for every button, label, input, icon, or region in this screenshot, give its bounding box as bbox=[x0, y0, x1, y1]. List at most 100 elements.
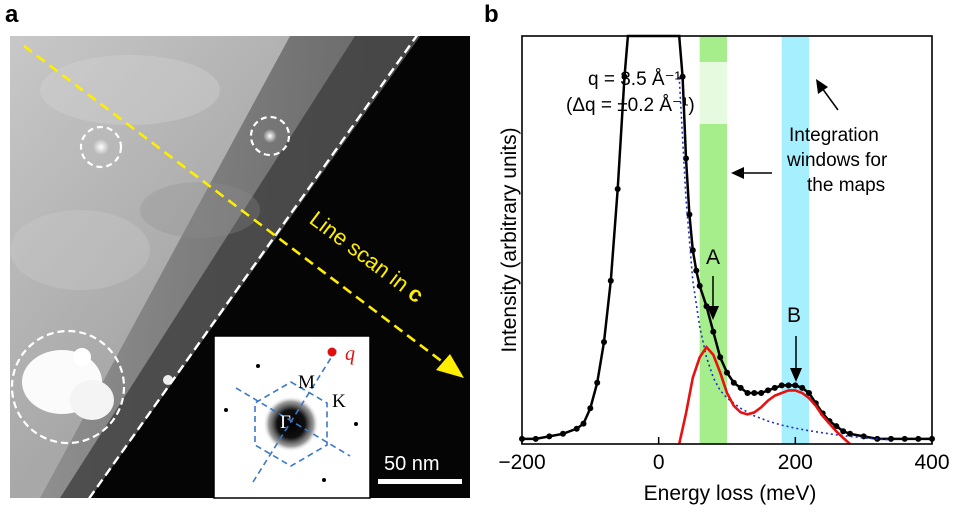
peak-b-arrow-head bbox=[790, 368, 802, 382]
texture-blob bbox=[10, 210, 150, 290]
measured-point bbox=[915, 435, 922, 442]
panel-a: a bbox=[5, 1, 470, 499]
measured-point bbox=[799, 384, 806, 391]
measured-point bbox=[546, 433, 553, 440]
inset-m-label: M bbox=[298, 372, 315, 393]
bz-line bbox=[252, 349, 337, 483]
bright-particle bbox=[73, 348, 91, 366]
annotation-windows-line1: Integration bbox=[789, 125, 879, 146]
y-axis-title: Intensity (arbitrary units) bbox=[498, 127, 521, 352]
annotation-windows-line2: windows for bbox=[786, 150, 888, 171]
measured-point bbox=[888, 435, 894, 442]
panel-b: b −200 0 200 400 q = 3.5 Å⁻¹ (Δq = ±0.2 Å⁻¹… bbox=[484, 1, 950, 505]
brillouin-zone bbox=[254, 381, 328, 467]
spectrum-plot: −200 0 200 400 bbox=[498, 34, 950, 474]
measured-point bbox=[689, 247, 696, 254]
measured-point bbox=[792, 382, 799, 389]
bz-line bbox=[235, 387, 351, 457]
peak-a-arrow bbox=[707, 276, 719, 320]
x-tick-label: 200 bbox=[778, 451, 813, 474]
scale-bar-label: 50 nm bbox=[384, 453, 440, 475]
measured-point bbox=[737, 384, 744, 391]
measured-point bbox=[744, 390, 751, 396]
measured-point bbox=[594, 379, 601, 386]
bragg-spot bbox=[224, 408, 228, 412]
diffraction-inset: q M K Γ bbox=[213, 335, 371, 499]
measured-point bbox=[683, 155, 689, 162]
measured-point bbox=[607, 277, 614, 284]
measured-point bbox=[587, 405, 594, 412]
bragg-spot bbox=[354, 422, 358, 426]
cyan-arrow-head bbox=[816, 79, 828, 94]
panel-a-letter: a bbox=[5, 1, 19, 28]
panel-b-letter: b bbox=[484, 1, 499, 28]
bright-spot bbox=[93, 139, 109, 155]
measured-point bbox=[532, 435, 539, 442]
annotation-q-line1: q = 3.5 Å⁻¹ bbox=[588, 69, 681, 90]
x-ticks: −200 0 200 400 bbox=[498, 437, 950, 474]
measured-point bbox=[601, 339, 607, 345]
peak-b-arrow bbox=[790, 336, 802, 382]
series-background bbox=[678, 76, 892, 441]
highlight-circle bbox=[10, 329, 126, 445]
measured-point bbox=[840, 428, 847, 435]
micrograph: Line scan in c bbox=[10, 36, 470, 498]
bright-spot bbox=[263, 129, 277, 143]
texture-blob bbox=[40, 55, 220, 125]
plot-frame bbox=[521, 35, 933, 445]
bright-particle bbox=[70, 380, 114, 420]
x-tick-label: 400 bbox=[914, 451, 949, 474]
scan-line bbox=[23, 44, 449, 368]
edge-line bbox=[87, 36, 419, 498]
measured-point bbox=[580, 420, 587, 427]
measured-point bbox=[724, 369, 730, 376]
q-marker bbox=[327, 347, 337, 357]
inset-gamma-label: Γ bbox=[280, 412, 291, 433]
measured-point bbox=[710, 328, 717, 335]
annotation-background bbox=[560, 62, 735, 124]
texture-blob bbox=[140, 182, 260, 238]
scan-arrowhead bbox=[436, 354, 464, 378]
annotation-q-line2: (Δq = ±0.2 Å⁻¹) bbox=[566, 95, 695, 116]
peak-b-label: B bbox=[787, 304, 801, 327]
measured-point bbox=[614, 186, 621, 192]
window-arrow bbox=[731, 167, 772, 179]
measured-point bbox=[758, 390, 765, 396]
measured-point bbox=[771, 384, 778, 391]
measured-point bbox=[696, 282, 703, 289]
x-tick-label: 0 bbox=[653, 451, 665, 474]
measured-points bbox=[519, 73, 935, 442]
x-axis-title: Energy loss (meV) bbox=[644, 482, 817, 505]
annotation-windows-line3: the maps bbox=[807, 175, 885, 196]
measured-point bbox=[717, 354, 724, 361]
peak-a-label: A bbox=[706, 246, 720, 269]
measured-point bbox=[833, 423, 840, 430]
measured-point bbox=[621, 73, 628, 80]
measured-point bbox=[693, 267, 700, 274]
measured-point bbox=[730, 379, 737, 386]
series-subtracted bbox=[677, 344, 851, 445]
measured-point bbox=[778, 382, 785, 389]
x-tick-label: −200 bbox=[498, 451, 545, 474]
highlight-circle bbox=[249, 115, 291, 157]
inset-q-label: q bbox=[345, 343, 355, 365]
highlight-circle bbox=[79, 125, 123, 169]
scale-bar-line bbox=[378, 479, 462, 484]
measured-point bbox=[847, 430, 853, 437]
measured-point bbox=[806, 390, 812, 396]
measured-point bbox=[901, 435, 908, 442]
measured-point bbox=[785, 382, 792, 389]
measured-point bbox=[751, 390, 758, 396]
central-beam bbox=[263, 396, 319, 452]
scale-bar: 50 nm bbox=[378, 453, 462, 484]
inset-k-label: K bbox=[332, 391, 346, 412]
bragg-spot bbox=[322, 478, 326, 482]
measured-point bbox=[573, 425, 580, 432]
measured-point bbox=[765, 387, 771, 394]
measured-point bbox=[560, 430, 566, 437]
cyan-arrow-line bbox=[821, 87, 839, 111]
peak-a-arrow-head bbox=[707, 306, 719, 320]
edge-dark-rim bbox=[60, 36, 420, 498]
measured-point bbox=[679, 73, 686, 80]
